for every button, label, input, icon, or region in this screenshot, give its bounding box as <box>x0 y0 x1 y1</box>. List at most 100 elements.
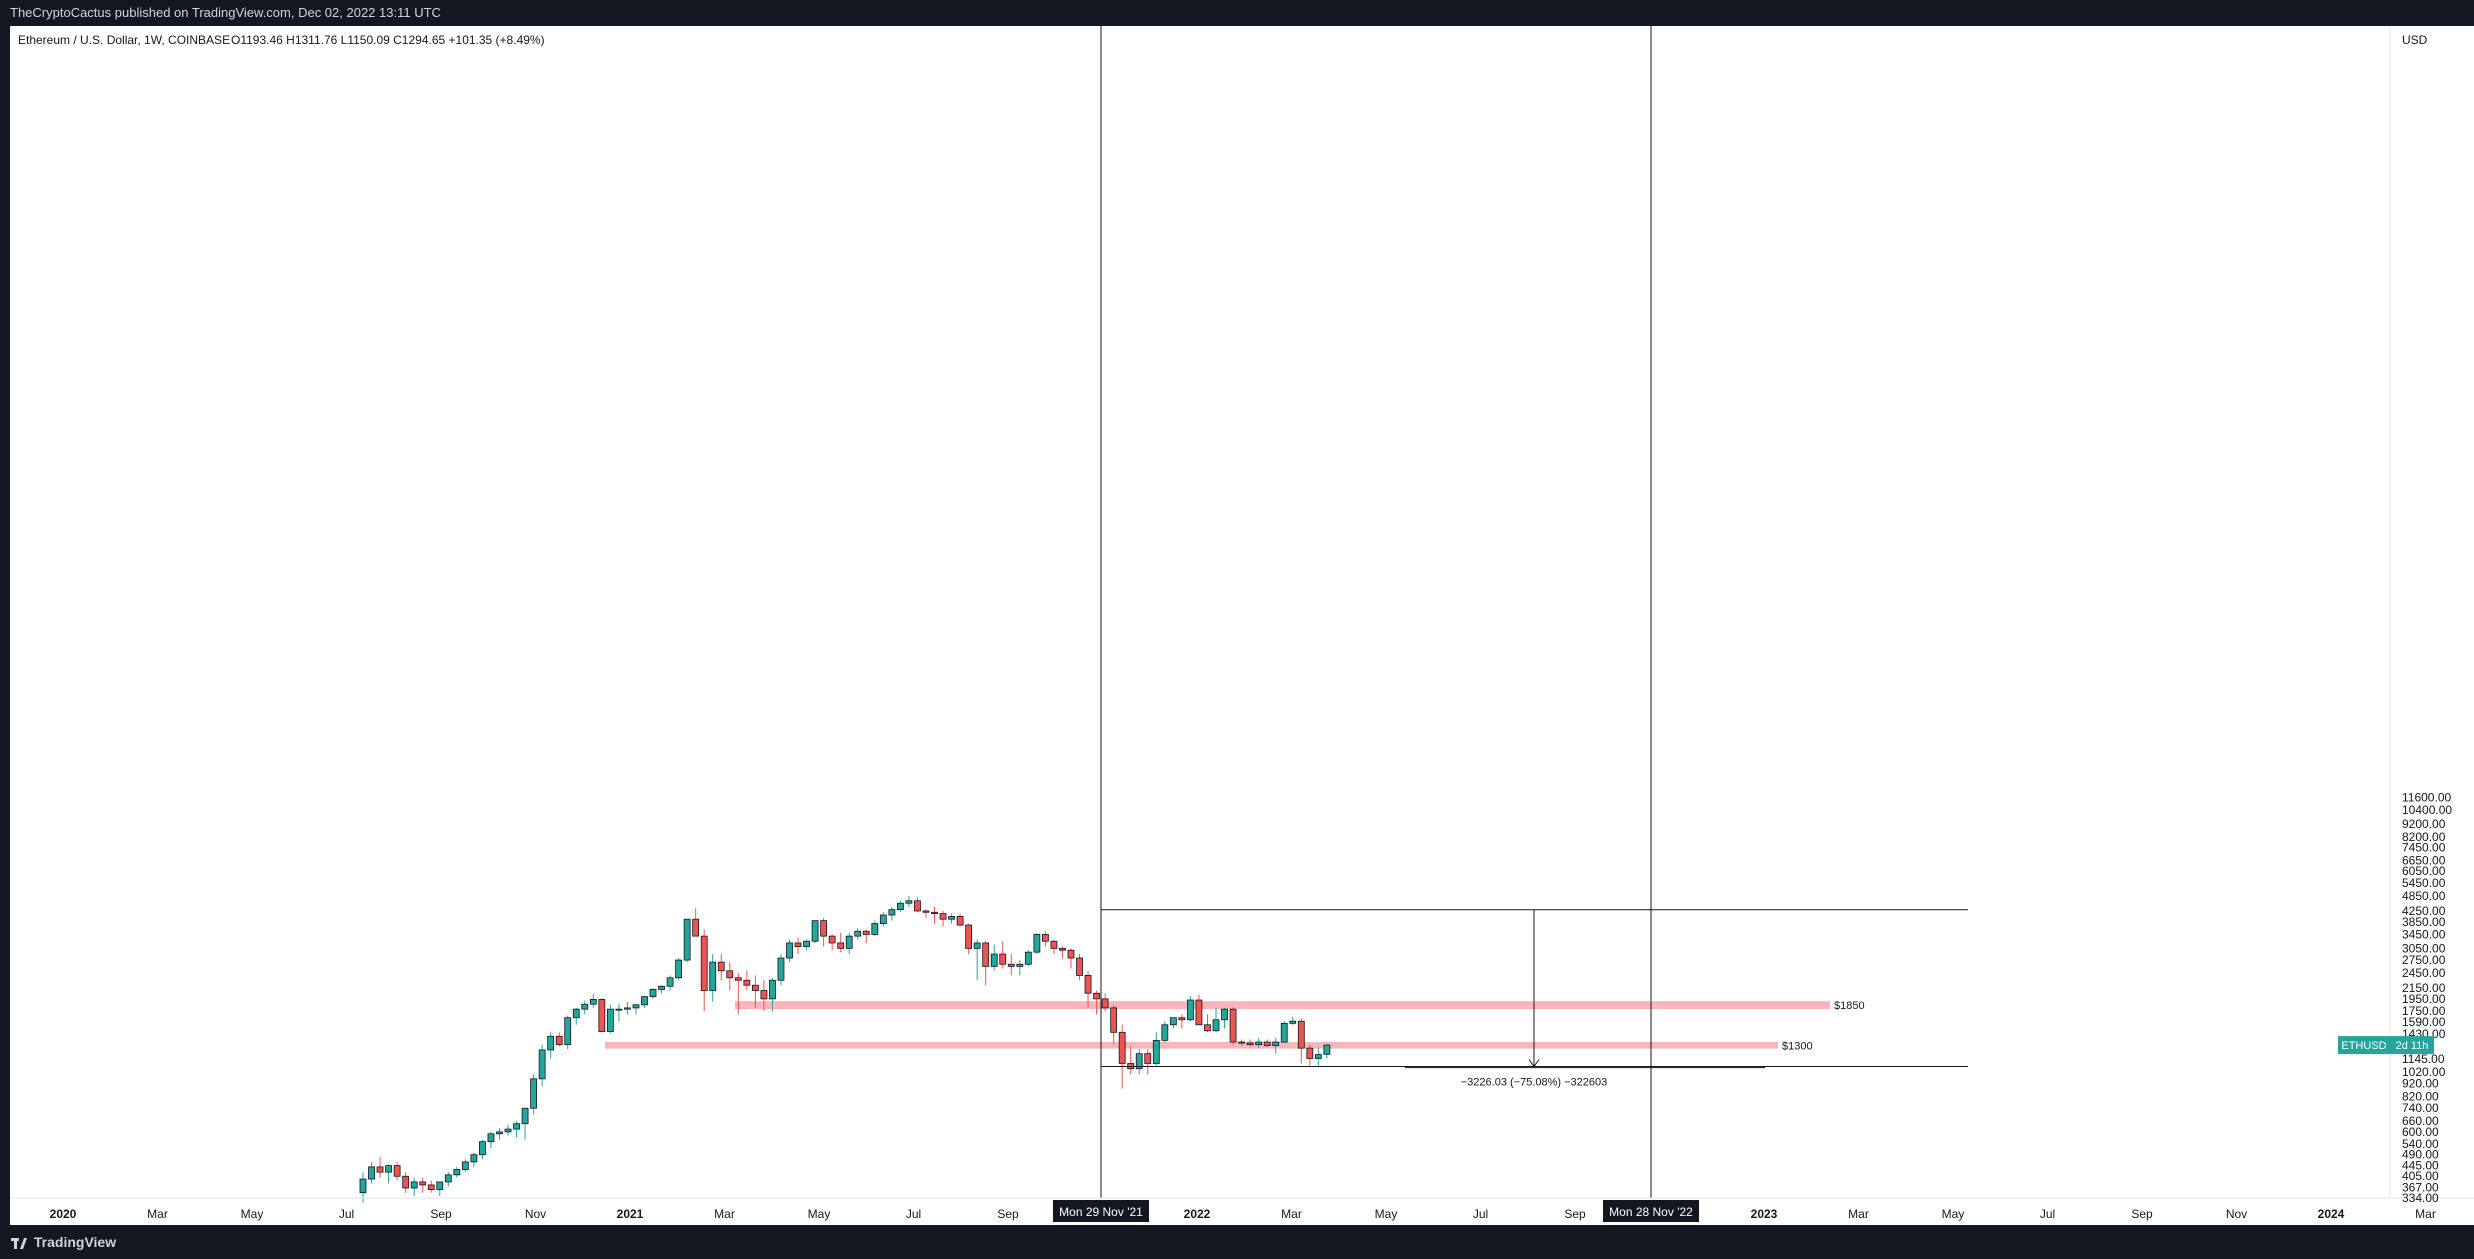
candle <box>675 959 683 979</box>
candle <box>1042 934 1049 942</box>
time-tick-label: 2022 <box>1184 1207 1211 1221</box>
candle <box>624 1007 631 1010</box>
candle <box>513 1123 520 1130</box>
time-tick-label: Sep <box>997 1207 1019 1221</box>
countdown-badge-text: 2d 11h <box>2396 1040 2429 1052</box>
candle <box>982 942 990 967</box>
candle <box>453 1169 461 1176</box>
time-tick-label: Jul <box>906 1207 921 1221</box>
candle <box>641 996 648 1006</box>
candle <box>769 979 776 1000</box>
price-tick-label: 2450.00 <box>2402 966 2446 980</box>
price-tick-label: 1145.00 <box>2402 1052 2445 1066</box>
price-tick-label: 540.00 <box>2402 1137 2439 1151</box>
candle <box>1093 992 1100 1000</box>
time-tick-label: Jul <box>339 1207 354 1221</box>
price-tick-label: 6650.00 <box>2402 853 2446 867</box>
candle <box>564 1017 572 1046</box>
candle <box>589 999 597 1005</box>
candle <box>487 1133 495 1143</box>
time-tick-label: May <box>808 1207 831 1221</box>
candle <box>504 1128 512 1133</box>
price-tick-label: 3850.00 <box>2402 915 2446 929</box>
zone-label: $1850 <box>1834 1000 1865 1012</box>
candle <box>1110 1007 1118 1033</box>
candle <box>871 923 879 935</box>
time-tick-label: Mar <box>1281 1207 1302 1221</box>
price-chart[interactable]: $1850 $1300 −3226.03 (−75.08%) −322603 11… <box>10 26 2474 1225</box>
tradingview-logo-icon <box>11 1238 27 1250</box>
zone-1 <box>605 1042 1778 1049</box>
candle <box>914 900 921 912</box>
candle <box>470 1154 478 1163</box>
candle <box>632 1004 640 1009</box>
candle <box>905 900 913 904</box>
time-tick-label: Sep <box>2131 1207 2153 1221</box>
time-tick-label: Jul <box>1473 1207 1488 1221</box>
candle <box>709 961 717 991</box>
time-tick-label: Nov <box>2226 1207 2247 1221</box>
time-tick-label: Nov <box>525 1207 546 1221</box>
candle <box>803 940 810 947</box>
currency-label: USD <box>2402 33 2428 47</box>
countdown-badge <box>2390 1036 2434 1055</box>
candle <box>726 970 734 979</box>
time-tick-label: 2021 <box>617 1207 644 1221</box>
candle <box>717 961 725 972</box>
candle <box>1255 1041 1263 1046</box>
candle <box>1314 1054 1322 1059</box>
candle <box>1059 947 1066 951</box>
candle <box>692 918 700 937</box>
candle <box>922 910 930 913</box>
candle <box>896 902 904 911</box>
candle <box>530 1078 537 1109</box>
candle <box>1204 1024 1211 1032</box>
time-tick-label: Sep <box>430 1207 452 1221</box>
candle <box>606 1008 614 1032</box>
price-tick-label: 334.00 <box>2402 1191 2439 1205</box>
candle <box>547 1035 555 1051</box>
crosshair-date-label: Mon 29 Nov '21 <box>1059 1205 1143 1219</box>
candle <box>1033 934 1041 953</box>
candle <box>956 915 964 926</box>
candle <box>734 977 742 981</box>
candle <box>436 1181 444 1190</box>
candle <box>837 942 845 949</box>
candle <box>658 985 665 990</box>
candle <box>572 1008 580 1019</box>
candle <box>879 914 887 924</box>
candle <box>410 1181 418 1189</box>
candle <box>1297 1020 1305 1049</box>
symbol-badge-text: ETHUSD <box>2341 1040 2386 1052</box>
price-tick-label: 2750.00 <box>2402 953 2446 967</box>
price-axis <box>2390 26 2474 1225</box>
candle <box>368 1166 375 1180</box>
candle <box>999 953 1007 965</box>
candle <box>1178 1017 1186 1021</box>
candle <box>700 935 708 991</box>
candle <box>393 1165 401 1177</box>
candle <box>1161 1024 1169 1041</box>
price-tick-label: 2150.00 <box>2402 981 2446 995</box>
candle <box>973 942 981 949</box>
time-tick-label: Sep <box>1564 1207 1586 1221</box>
candle <box>760 990 768 1000</box>
candle <box>939 913 947 920</box>
candle <box>751 984 759 991</box>
price-tick-label: 1590.00 <box>2402 1015 2446 1029</box>
candle <box>427 1184 435 1190</box>
candle <box>1238 1041 1245 1044</box>
ohlc-readout: O1193.46 H1311.76 L1150.09 C1294.65 +101… <box>231 33 545 47</box>
candle <box>1067 949 1075 959</box>
chart-panel[interactable]: $1850 $1300 −3226.03 (−75.08%) −322603 11… <box>10 26 2474 1225</box>
candle <box>402 1175 410 1189</box>
price-tick-label: 820.00 <box>2402 1090 2439 1104</box>
candle <box>1169 1017 1177 1026</box>
candle <box>820 920 828 937</box>
zone-label: $1300 <box>1782 1040 1813 1052</box>
tradingview-logo[interactable]: TradingView <box>0 1234 116 1250</box>
candle <box>555 1035 563 1046</box>
candle <box>948 915 955 920</box>
crosshair-date-badge <box>1053 1200 1149 1222</box>
time-tick-label: Mar <box>714 1207 735 1221</box>
